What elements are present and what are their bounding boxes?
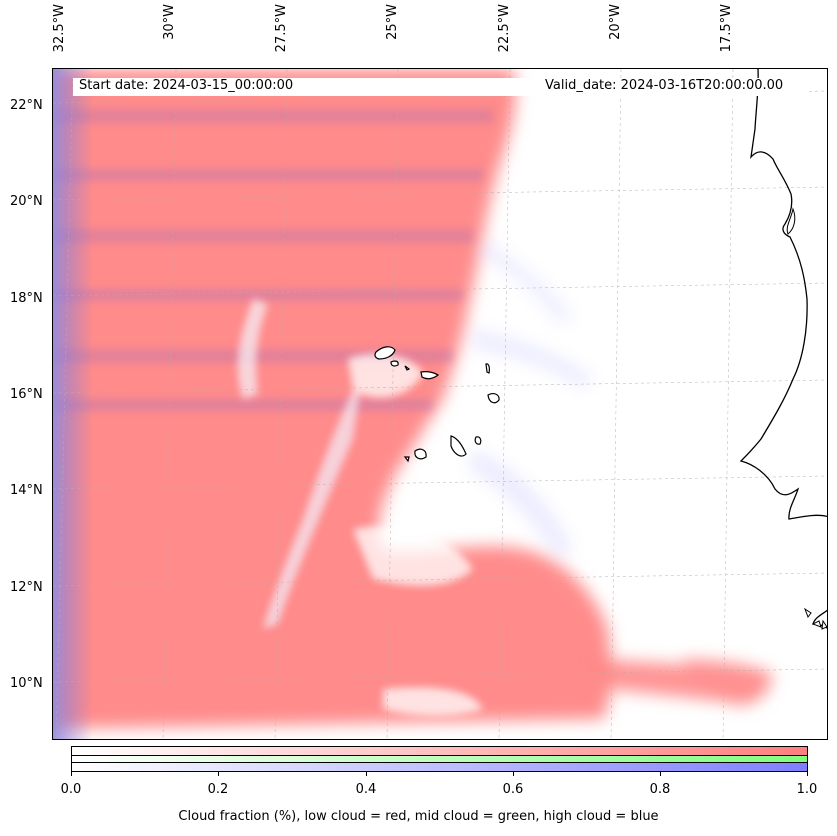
lat-label-22n: 22°N xyxy=(10,98,43,113)
bijagos-islands xyxy=(803,607,827,630)
lat-label-14n: 14°N xyxy=(10,483,43,498)
colorbar-tick xyxy=(366,772,367,776)
lat-label-18n: 18°N xyxy=(10,291,43,306)
high-cloud-bands xyxy=(468,239,593,559)
colorbar-tick xyxy=(660,772,661,776)
colorbar-tick xyxy=(218,772,219,776)
start-date-label: Start date: 2024-03-15_00:00:00 xyxy=(79,78,294,93)
clear-sky-streaks xyxy=(237,299,483,716)
lat-label-12n: 12°N xyxy=(10,580,43,595)
colorbar-low-cloud xyxy=(72,747,807,755)
lat-label-20n: 20°N xyxy=(10,194,43,209)
colorbar-tick-label: 0.8 xyxy=(649,782,671,797)
colorbar-caption: Cloud fraction (%), low cloud = red, mid… xyxy=(178,809,659,824)
cape-verde-islands xyxy=(374,346,500,463)
colorbar-tick xyxy=(807,772,808,776)
graticule xyxy=(53,69,827,739)
colorbar-tick-label: 0.4 xyxy=(355,782,377,797)
colorbar-tick xyxy=(71,772,72,776)
colorbar-tick-label: 0.6 xyxy=(502,782,524,797)
colorbar-tick-label: 1.0 xyxy=(796,782,818,797)
colorbar-mid-cloud xyxy=(72,755,807,763)
lon-label-17-5w: 17.5°W xyxy=(719,4,734,53)
map-panel[interactable]: Start date: 2024-03-15_00:00:00 Valid_da… xyxy=(52,68,828,740)
coast-inlet xyxy=(786,207,796,235)
lon-label-30w: 30°W xyxy=(162,4,177,40)
lon-label-32-5w: 32.5°W xyxy=(52,4,67,53)
high-cloud-edge xyxy=(53,69,93,739)
colorbar-tick xyxy=(513,772,514,776)
colorbar-high-cloud xyxy=(72,763,807,771)
lon-label-27-5w: 27.5°W xyxy=(274,4,289,53)
valid-date-label: Valid_date: 2024-03-16T20:00:00.00 xyxy=(545,78,784,93)
colorbar-tick-label: 0.0 xyxy=(60,782,82,797)
lat-label-16n: 16°N xyxy=(10,387,43,402)
lon-label-25w: 25°W xyxy=(385,4,400,40)
lon-label-20w: 20°W xyxy=(608,4,623,40)
cloud-fraction-map xyxy=(53,69,827,739)
colorbar-tick-label: 0.2 xyxy=(207,782,229,797)
colorbar xyxy=(71,746,808,772)
african-coastline xyxy=(739,69,827,629)
lat-label-10n: 10°N xyxy=(10,676,43,691)
date-band xyxy=(73,78,808,96)
lon-label-22-5w: 22.5°W xyxy=(497,4,512,53)
